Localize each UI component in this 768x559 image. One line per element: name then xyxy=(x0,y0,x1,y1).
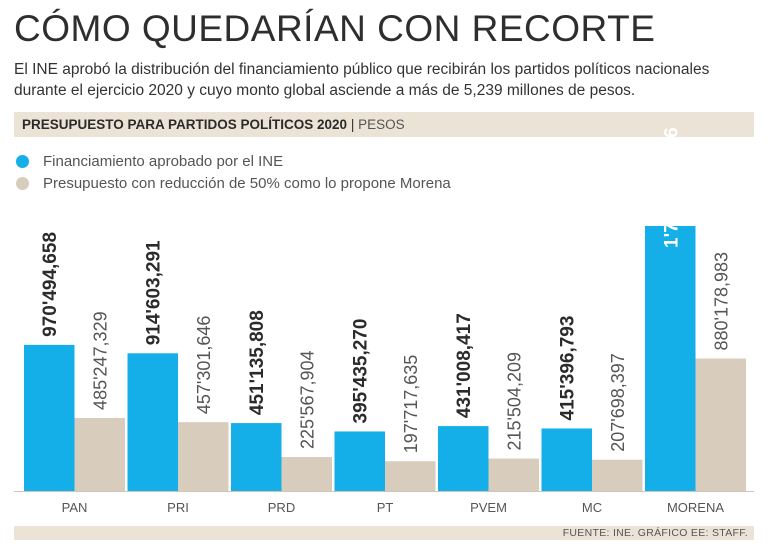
band-separator: | xyxy=(347,117,359,132)
category-label-pri: PRI xyxy=(167,500,189,515)
category-label-pvem: PVEM xyxy=(470,500,507,515)
header-band: PRESUPUESTO PARA PARTIDOS POLÍTICOS 2020… xyxy=(14,112,754,137)
value-label-reduced-pvem: 215'504,209 xyxy=(505,352,525,451)
category-label-mc: MC xyxy=(582,500,602,515)
category-label-morena: MORENA xyxy=(667,500,724,515)
value-label-approved-pvem: 431'008,417 xyxy=(454,313,475,418)
source-note: FUENTE: INE. GRÁFICO EE: STAFF. xyxy=(562,527,748,539)
chart-title: CÓMO QUEDARÍAN CON RECORTE xyxy=(14,8,656,49)
bar-approved-morena xyxy=(645,225,696,491)
value-label-reduced-morena: 880'178,983 xyxy=(712,252,732,351)
value-label-approved-mc: 415'396,793 xyxy=(558,316,579,421)
category-label-pt: PT xyxy=(377,500,394,515)
value-label-reduced-pt: 197'717,635 xyxy=(401,355,421,454)
legend-item-approved: Financiamiento aprobado por el INE xyxy=(14,150,451,172)
value-label-approved-pan: 970'494,658 xyxy=(40,232,61,337)
value-label-approved-prd: 451'135,808 xyxy=(247,310,268,415)
bar-approved-pvem xyxy=(438,426,489,491)
value-label-approved-pt: 395'435,270 xyxy=(351,319,372,424)
value-label-reduced-mc: 207'698,397 xyxy=(608,353,628,452)
band-title: PRESUPUESTO PARA PARTIDOS POLÍTICOS 2020 xyxy=(22,117,348,132)
category-label-pan: PAN xyxy=(62,500,88,515)
legend-dot-approved xyxy=(16,154,29,168)
bar-approved-pan xyxy=(24,344,75,491)
bar-reduced-pvem xyxy=(488,458,539,491)
bar-reduced-pt xyxy=(385,461,436,491)
bar-approved-prd xyxy=(231,423,282,491)
value-label-reduced-pan: 485'247,329 xyxy=(91,311,111,410)
band-unit: PESOS xyxy=(358,117,405,132)
bar-approved-pri xyxy=(127,353,178,491)
legend-label-reduced: Presupuesto con reducción de 50% como lo… xyxy=(43,174,451,192)
category-label-prd: PRD xyxy=(268,500,295,515)
legend-label-approved: Financiamiento aprobado por el INE xyxy=(43,152,284,170)
bar-approved-pt xyxy=(334,431,385,491)
value-label-approved-morena: 1'760,357,966 xyxy=(661,127,682,248)
bar-reduced-pan xyxy=(74,417,125,491)
value-label-reduced-pri: 457'301,646 xyxy=(194,316,214,415)
legend: Financiamiento aprobado por el INE Presu… xyxy=(14,150,451,194)
bar-reduced-morena xyxy=(695,358,746,491)
legend-dot-reduced xyxy=(16,176,29,190)
band-heading: PRESUPUESTO PARA PARTIDOS POLÍTICOS 2020… xyxy=(22,117,405,132)
value-label-approved-pri: 914'603,291 xyxy=(144,240,165,345)
bar-reduced-prd xyxy=(281,457,332,491)
legend-item-reduced: Presupuesto con reducción de 50% como lo… xyxy=(14,172,451,194)
value-label-reduced-prd: 225'567,904 xyxy=(298,350,318,449)
bar-approved-mc xyxy=(541,428,592,491)
chart-subtitle: El INE aprobó la distribución del financ… xyxy=(14,61,710,99)
footer-band: FUENTE: INE. GRÁFICO EE: STAFF. xyxy=(14,526,754,540)
bar-reduced-mc xyxy=(592,459,643,491)
bar-reduced-pri xyxy=(178,422,229,491)
